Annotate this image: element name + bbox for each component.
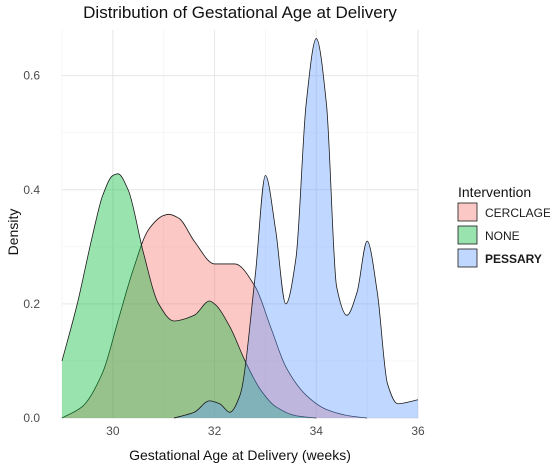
y-tick-label: 0.0 (23, 411, 40, 425)
y-axis-ticks: 0.0 0.2 0.4 0.6 (23, 69, 40, 425)
density-line-none (61, 173, 317, 419)
chart-title: Distribution of Gestational Age at Deliv… (83, 3, 397, 22)
legend-title: Intervention (458, 184, 531, 200)
density-area-pessary (173, 38, 418, 418)
grid (61, 30, 419, 419)
density-line-cerclage (61, 213, 368, 419)
y-tick-label: 0.4 (23, 183, 40, 197)
x-tick-label: 32 (208, 424, 222, 438)
density-areas (61, 38, 419, 419)
legend-key-bg-cerclage (458, 203, 477, 221)
y-tick-label: 0.6 (23, 69, 40, 83)
legend-label-cerclage: CERCLAGE (485, 206, 550, 220)
density-area-none (62, 173, 317, 418)
legend: Intervention CERCLAGE NONE PESSARY (457, 184, 550, 268)
legend-swatch-cerclage (457, 202, 478, 222)
x-tick-label: 36 (411, 424, 425, 438)
x-tick-label: 30 (106, 424, 120, 438)
density-area-cerclage (62, 214, 368, 418)
x-axis-ticks: 30 32 34 36 (106, 424, 425, 438)
legend-key-bg-none (458, 226, 477, 244)
x-axis-label: Gestational Age at Delivery (weeks) (129, 447, 351, 463)
legend-swatch-none (457, 225, 478, 245)
y-axis-label: Density (5, 209, 21, 256)
legend-label-none: NONE (485, 229, 520, 243)
legend-label-pessary: PESSARY (485, 252, 542, 266)
y-tick-label: 0.2 (23, 297, 40, 311)
legend-key-bg-pessary (458, 249, 477, 267)
density-line-pessary (173, 38, 419, 419)
x-tick-label: 34 (310, 424, 324, 438)
legend-swatch-pessary (457, 248, 478, 268)
